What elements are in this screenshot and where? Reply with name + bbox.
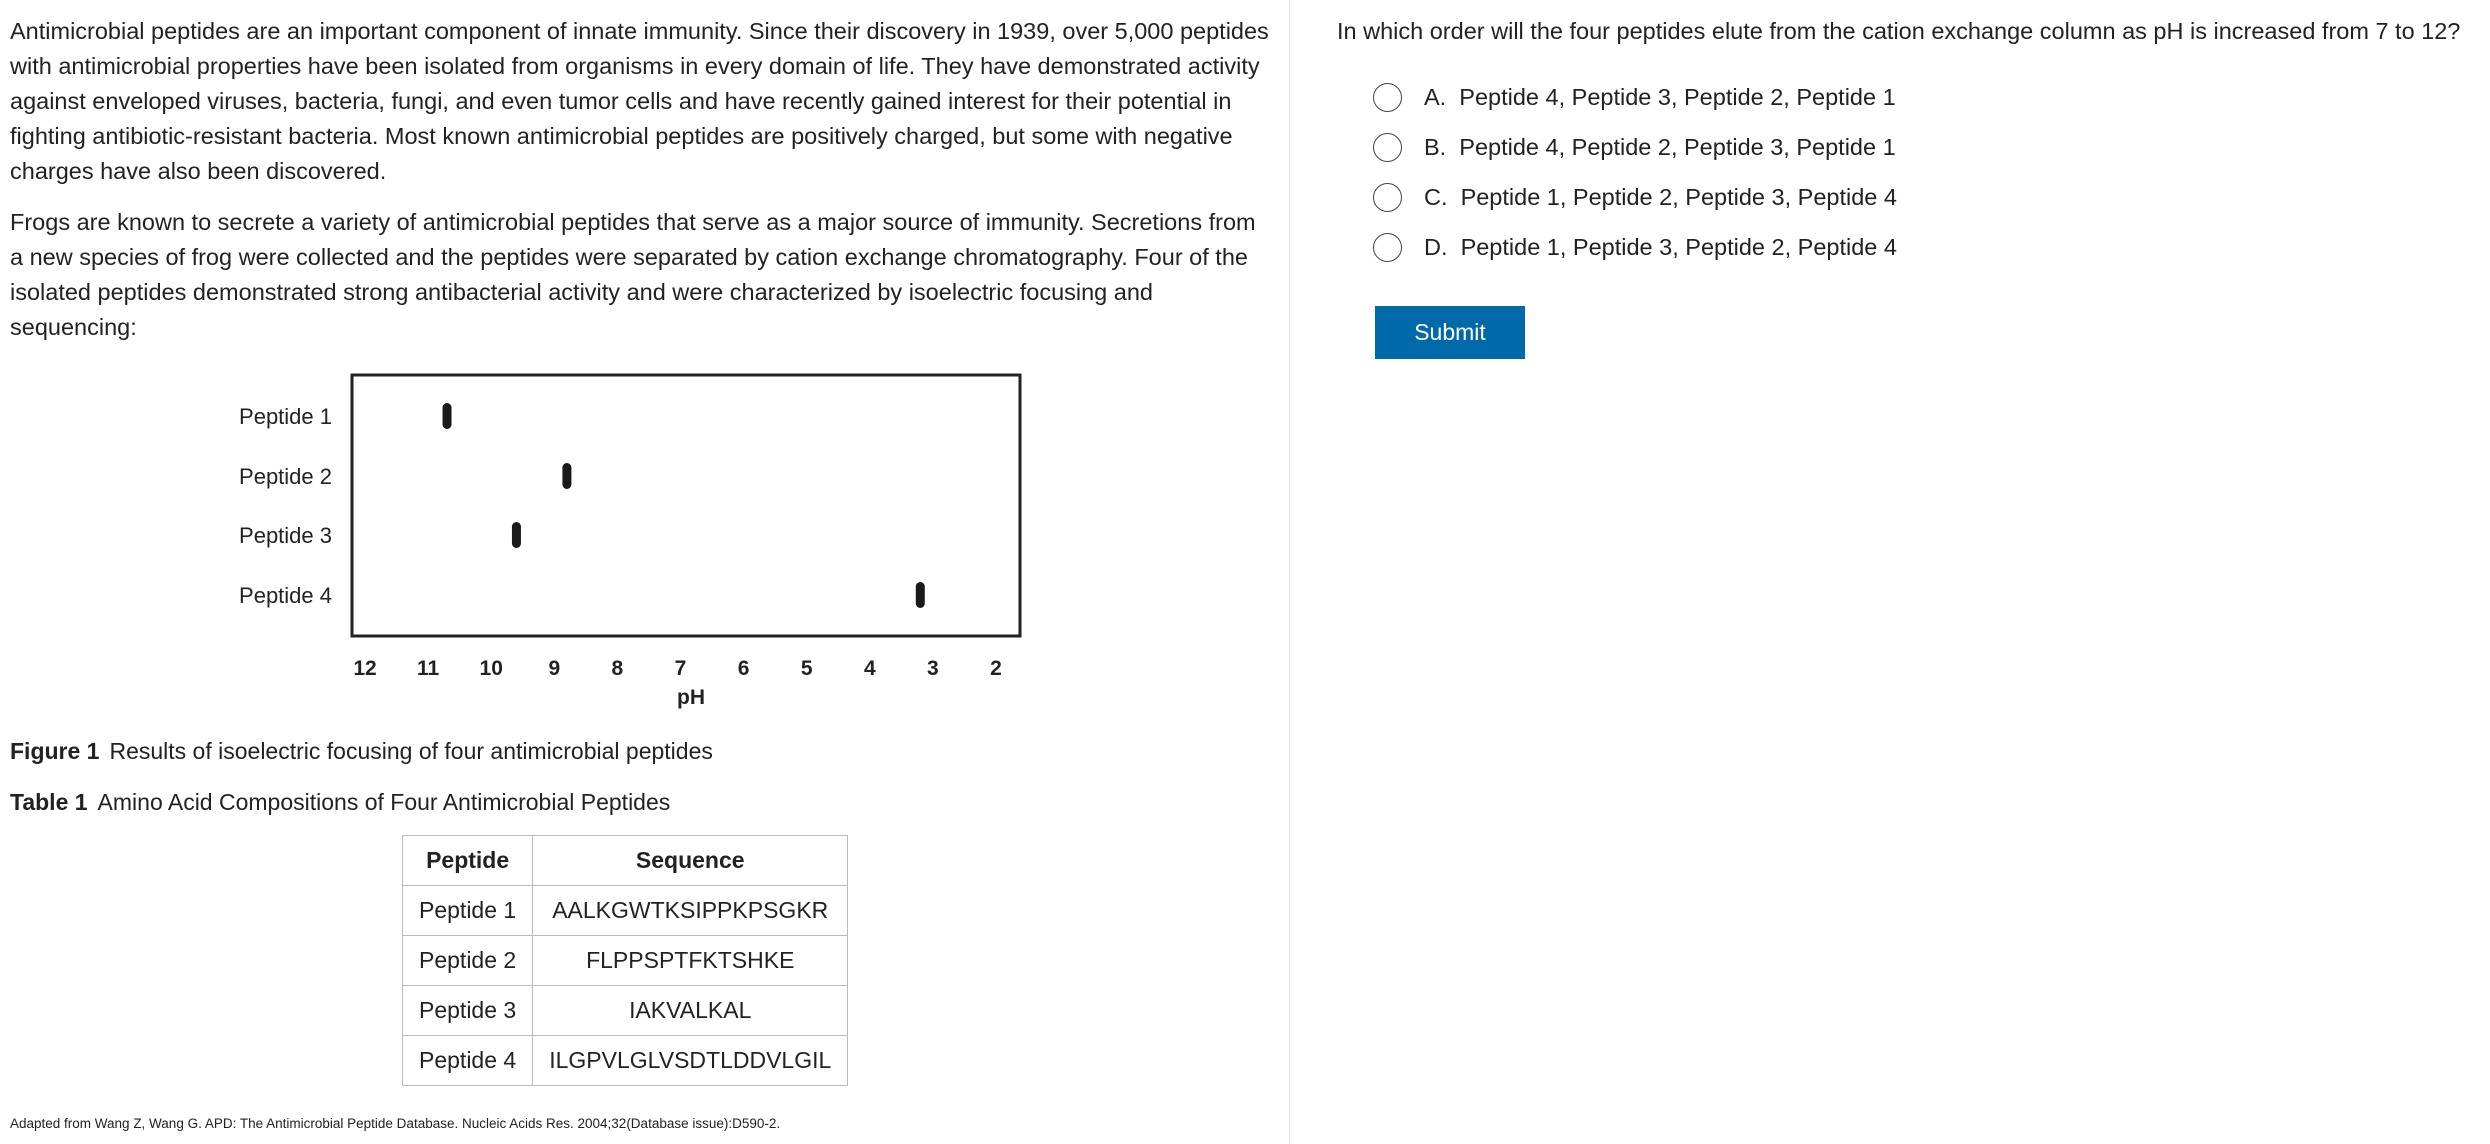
option-label: Peptide 4, Peptide 3, Peptide 2, Peptide… xyxy=(1459,84,1896,110)
table-caption-label: Table 1 xyxy=(10,789,88,815)
cell-sequence: AALKGWTKSIPPKPSGKR xyxy=(532,885,849,936)
cell-sequence: IAKVALKAL xyxy=(532,985,849,1036)
table-row: Peptide 2 FLPPSPTFKTSHKE xyxy=(401,935,849,986)
option-c[interactable]: C. Peptide 1, Peptide 2, Peptide 3, Pept… xyxy=(1373,183,1897,212)
x-tick-label: 4 xyxy=(864,657,876,680)
cell-sequence: FLPPSPTFKTSHKE xyxy=(532,935,849,986)
x-tick-label: 3 xyxy=(927,657,939,680)
peptide-band xyxy=(915,582,925,608)
x-tick-label: 12 xyxy=(353,657,376,680)
table-caption: Table 1 Amino Acid Compositions of Four A… xyxy=(10,789,670,816)
table-row: Peptide 4 ILGPVLGLVSDTLDDVLGIL xyxy=(401,1035,849,1086)
x-tick-label: 6 xyxy=(738,657,750,680)
passage: Antimicrobial peptides are an important … xyxy=(10,14,1275,361)
x-tick-label: 2 xyxy=(990,657,1002,680)
radio-button[interactable] xyxy=(1373,233,1402,262)
option-label: Peptide 1, Peptide 3, Peptide 2, Peptide… xyxy=(1460,234,1897,260)
plot-frame xyxy=(350,373,1022,638)
category-label: Peptide 3 xyxy=(239,523,332,548)
radio-button[interactable] xyxy=(1373,83,1402,112)
figure-caption: Figure 1 Results of isoelectric focusing … xyxy=(10,738,713,765)
table-row: Peptide 1 AALKGWTKSIPPKPSGKR xyxy=(401,885,849,936)
x-tick-label: 5 xyxy=(801,657,813,680)
passage-paragraph-1: Antimicrobial peptides are an important … xyxy=(10,18,1269,184)
cell-peptide: Peptide 2 xyxy=(401,935,534,986)
radio-button[interactable] xyxy=(1373,133,1402,162)
table-caption-text: Amino Acid Compositions of Four Antimicr… xyxy=(97,789,671,815)
submit-button[interactable]: Submit xyxy=(1375,306,1525,359)
radio-button[interactable] xyxy=(1373,183,1402,212)
peptide-band xyxy=(442,403,452,429)
cell-sequence: ILGPVLGLVSDTLDDVLGIL xyxy=(532,1035,849,1086)
x-tick-label: 7 xyxy=(675,657,687,680)
option-label: Peptide 1, Peptide 2, Peptide 3, Peptide… xyxy=(1460,184,1897,210)
x-tick-label: 10 xyxy=(480,657,503,680)
x-tick-label: 8 xyxy=(612,657,624,680)
x-tick-label: 11 xyxy=(417,657,440,680)
option-letter: D. xyxy=(1424,234,1448,260)
option-letter: A. xyxy=(1424,84,1447,110)
peptide-band xyxy=(562,463,572,489)
option-b[interactable]: B. Peptide 4, Peptide 2, Peptide 3, Pept… xyxy=(1373,133,1896,162)
category-label: Peptide 2 xyxy=(239,464,332,489)
category-label: Peptide 1 xyxy=(239,404,332,429)
peptide-band xyxy=(511,522,521,548)
option-letter: B. xyxy=(1424,134,1447,160)
amino-acid-table: Peptide Sequence Peptide 1 AALKGWTKSIPPKP… xyxy=(401,835,849,1086)
cell-peptide: Peptide 1 xyxy=(401,885,534,936)
option-label: Peptide 4, Peptide 2, Peptide 3, Peptide… xyxy=(1459,134,1896,160)
figure-caption-label: Figure 1 xyxy=(10,738,100,764)
citation-footnote: Adapted from Wang Z, Wang G. APD: The An… xyxy=(10,1116,781,1131)
header-peptide: Peptide xyxy=(401,835,534,886)
x-tick-label: 9 xyxy=(548,657,560,680)
cell-peptide: Peptide 3 xyxy=(401,985,534,1036)
question-text: In which order will the four peptides el… xyxy=(1337,18,2461,44)
question-panel: In which order will the four peptides el… xyxy=(1337,18,2461,359)
x-axis-label: pH xyxy=(677,686,705,709)
figure-1-chart: Peptide 1 Peptide 2 Peptide 3 Peptide 4 12 11… xyxy=(239,373,1022,709)
passage-paragraph-2: Frogs are known to secrete a variety of … xyxy=(10,209,1256,340)
option-d[interactable]: D. Peptide 1, Peptide 3, Peptide 2, Pept… xyxy=(1373,233,1897,262)
table-header-row: Peptide Sequence xyxy=(401,835,849,886)
header-sequence: Sequence xyxy=(532,835,849,886)
cell-peptide: Peptide 4 xyxy=(401,1035,534,1086)
column-divider xyxy=(1289,0,1290,1144)
category-label: Peptide 4 xyxy=(239,583,332,608)
option-a[interactable]: A. Peptide 4, Peptide 3, Peptide 2, Pept… xyxy=(1373,83,1896,112)
option-letter: C. xyxy=(1424,184,1448,210)
table-row: Peptide 3 IAKVALKAL xyxy=(401,985,849,1036)
figure-caption-text: Results of isoelectric focusing of four … xyxy=(109,738,713,764)
